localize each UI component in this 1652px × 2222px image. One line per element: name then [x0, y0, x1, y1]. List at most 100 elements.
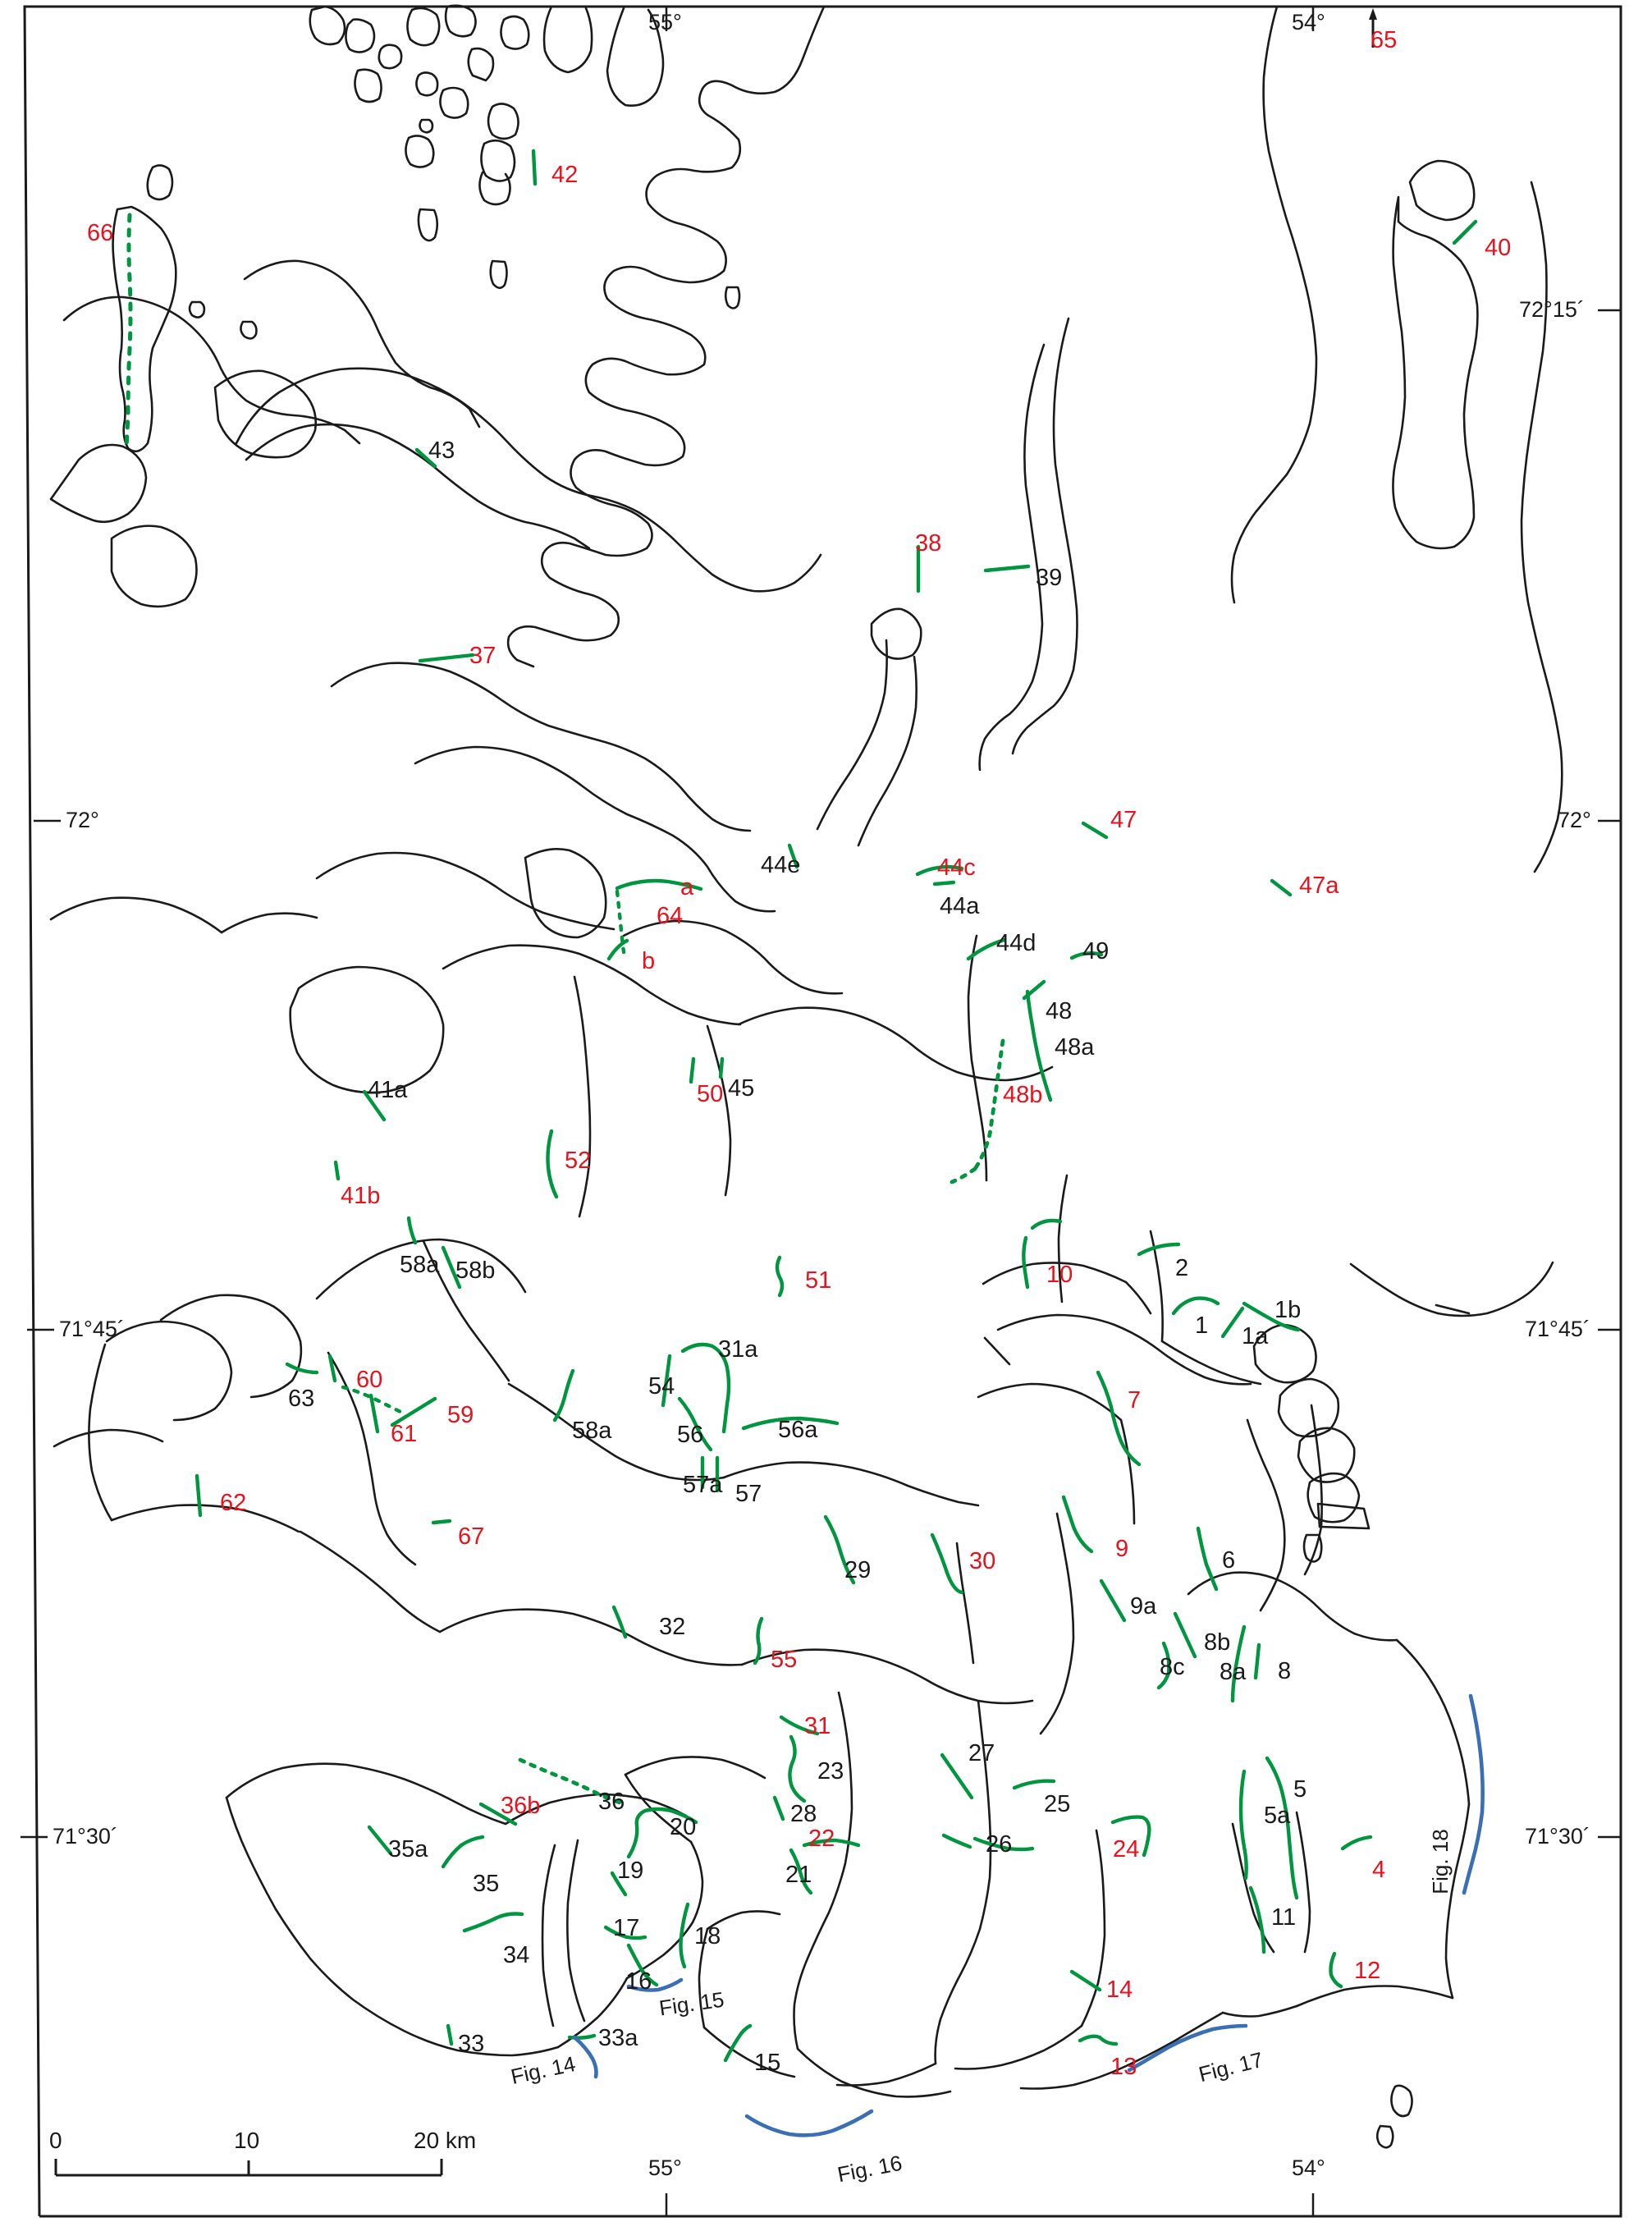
locality-label-60: 60	[356, 1367, 383, 1393]
locality-label-19: 19	[617, 1858, 644, 1884]
locality-label-22: 22	[808, 1826, 835, 1852]
locality-label-18: 18	[694, 1923, 721, 1949]
locality-label-20: 20	[670, 1814, 697, 1840]
locality-label-9: 9	[1115, 1536, 1129, 1562]
locality-label-44c: 44c	[937, 854, 976, 881]
coord-right-7130: 71°30´	[1525, 1824, 1590, 1849]
locality-label-58a: 58a	[572, 1418, 612, 1444]
locality-label-66: 66	[87, 220, 114, 246]
locality-label-36: 36	[598, 1789, 625, 1815]
locality-label-62: 62	[220, 1490, 247, 1516]
locality-label-59: 59	[447, 1402, 474, 1428]
locality-label-1: 1	[1195, 1313, 1209, 1339]
scale-bar	[54, 2159, 443, 2177]
locality-label-23: 23	[817, 1758, 844, 1784]
locality-label-61: 61	[391, 1421, 418, 1447]
locality-label-10: 10	[1046, 1262, 1073, 1288]
lineament-segments	[124, 149, 1478, 2063]
locality-label-31: 31	[804, 1713, 831, 1739]
coord-left-72: 72°	[66, 808, 99, 832]
locality-label-52: 52	[565, 1148, 592, 1174]
locality-label-35a: 35a	[388, 1836, 428, 1862]
locality-label-48b: 48b	[1003, 1082, 1043, 1108]
locality-label-33: 33	[458, 2031, 485, 2057]
locality-label-47a: 47a	[1299, 873, 1339, 899]
locality-label-32: 32	[659, 1614, 686, 1640]
locality-label-11: 11	[1271, 1904, 1297, 1931]
locality-label-51: 51	[805, 1267, 832, 1294]
locality-label-57a: 57a	[683, 1472, 723, 1498]
locality-label-38: 38	[915, 530, 942, 557]
locality-label-44e: 44e	[761, 852, 801, 878]
locality-label-58b: 58b	[455, 1258, 496, 1284]
locality-label-47: 47	[1110, 807, 1137, 833]
locality-label-41a: 41a	[368, 1077, 408, 1103]
locality-label-28: 28	[790, 1801, 817, 1827]
fig-15-extent	[626, 1977, 684, 1992]
locality-label-56: 56	[677, 1422, 704, 1448]
locality-label-9a: 9a	[1130, 1593, 1157, 1620]
locality-label-37: 37	[469, 643, 497, 669]
locality-label-8c: 8c	[1160, 1654, 1185, 1680]
locality-label-30: 30	[969, 1548, 996, 1574]
locality-label-17: 17	[613, 1915, 640, 1941]
locality-label-6: 6	[1222, 1547, 1236, 1574]
locality-label-25: 25	[1044, 1791, 1071, 1817]
locality-label-13: 13	[1110, 2054, 1137, 2080]
locality-label-33a: 33a	[598, 2025, 638, 2051]
locality-label-41b: 41b	[341, 1183, 381, 1209]
locality-label-64: 64	[657, 903, 684, 929]
locality-label-34: 34	[503, 1942, 530, 1968]
locality-label-36b: 36b	[501, 1793, 541, 1819]
locality-label-54: 54	[648, 1373, 675, 1400]
locality-label-39: 39	[1036, 565, 1063, 591]
locality-label-26: 26	[986, 1831, 1013, 1858]
locality-label-14: 14	[1106, 1977, 1133, 2003]
scale-tick-20km: 20 km	[414, 2128, 477, 2153]
locality-label-31a: 31a	[718, 1336, 758, 1363]
coord-bottom-54: 54°	[1292, 2156, 1325, 2180]
scale-tick-0: 0	[49, 2128, 62, 2153]
locality-label-45: 45	[728, 1075, 755, 1102]
fig-18-label: Fig. 18	[1427, 1829, 1453, 1894]
locality-label-35: 35	[473, 1871, 500, 1897]
locality-label-24: 24	[1113, 1836, 1140, 1862]
locality-label-48a: 48a	[1055, 1034, 1095, 1061]
locality-label-5a: 5a	[1264, 1803, 1291, 1829]
locality-label-43: 43	[428, 438, 455, 464]
locality-label-44a: 44a	[940, 893, 980, 919]
scale-tick-10: 10	[234, 2128, 260, 2153]
locality-label-50: 50	[697, 1081, 724, 1107]
locality-label-63: 63	[288, 1386, 315, 1412]
locality-label-44d: 44d	[996, 930, 1037, 956]
coord-top-55: 55°	[648, 10, 682, 34]
fig-18-extent	[1462, 1693, 1485, 1895]
coord-right-7145: 71°45´	[1525, 1317, 1590, 1341]
locality-label-4: 4	[1372, 1857, 1386, 1883]
locality-label-21: 21	[785, 1862, 812, 1888]
fig-16-extent	[744, 2109, 874, 2137]
locality-label-57: 57	[735, 1481, 762, 1507]
figure-extent-lines	[572, 1693, 1485, 2137]
locality-label-58a: 58a	[400, 1252, 440, 1278]
graticule-ticks	[21, 7, 1621, 2216]
coord-left-7145: 71°45´	[59, 1317, 125, 1341]
locality-label-29: 29	[844, 1557, 872, 1583]
fig-17-extent	[1127, 2023, 1248, 2073]
fig-14-extent	[572, 2035, 598, 2079]
locality-label-8: 8	[1278, 1658, 1292, 1684]
locality-label-49: 49	[1082, 938, 1110, 964]
coord-right-7215: 72°15´	[1519, 297, 1585, 322]
locality-label-a: a	[680, 874, 694, 900]
north-arrow-icon	[1369, 8, 1377, 48]
locality-label-56a: 56a	[778, 1417, 818, 1443]
locality-label-48: 48	[1046, 998, 1073, 1024]
locality-label-2: 2	[1175, 1255, 1189, 1281]
locality-label-27: 27	[968, 1740, 995, 1766]
coord-top-54: 54°	[1292, 10, 1325, 34]
locality-label-42: 42	[551, 162, 579, 188]
locality-label-55: 55	[771, 1647, 798, 1673]
locality-label-12: 12	[1354, 1958, 1381, 1984]
